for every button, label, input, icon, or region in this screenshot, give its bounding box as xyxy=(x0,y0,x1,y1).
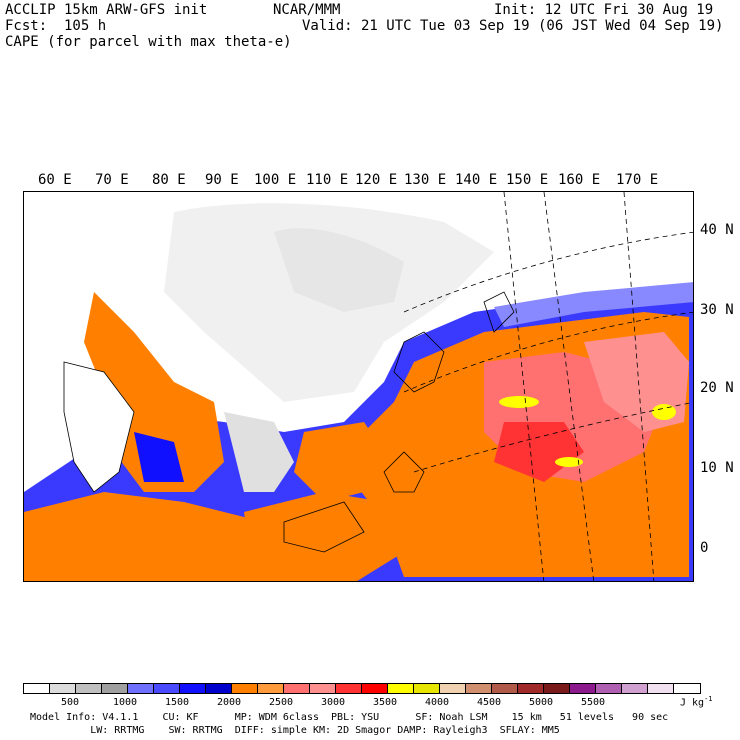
color-scale-label: 500 xyxy=(61,697,80,708)
color-scale-label: 5000 xyxy=(529,697,554,708)
meridian-line xyxy=(623,192,655,581)
model-info-line-2: LW: RRTMG SW: RRTMG DIFF: simple KM: 2D … xyxy=(30,725,560,736)
color-swatch xyxy=(128,684,154,693)
region-orange-indian-ocean xyxy=(24,492,284,581)
longitude-label: 170 E xyxy=(616,172,659,188)
coastline-philippines xyxy=(383,451,425,493)
model-title: ACCLIP 15km ARW-GFS init xyxy=(5,2,208,18)
color-swatch xyxy=(24,684,50,693)
color-swatch xyxy=(466,684,492,693)
forecast-hour: Fcst: 105 h xyxy=(5,18,107,34)
longitude-label: 140 E xyxy=(455,172,498,188)
color-swatch xyxy=(492,684,518,693)
longitude-label: 70 E xyxy=(95,172,129,188)
color-swatch xyxy=(648,684,674,693)
color-swatch xyxy=(50,684,76,693)
color-swatch xyxy=(284,684,310,693)
region-yellow-max-2 xyxy=(652,404,676,420)
longitude-label: 120 E xyxy=(355,172,398,188)
color-swatch xyxy=(674,684,700,693)
model-info-line-1: Model Info: V4.1.1 CU: KF MP: WDM 6class… xyxy=(30,712,669,723)
longitude-label: 90 E xyxy=(205,172,239,188)
region-blue-bay xyxy=(134,432,184,482)
organization-label: NCAR/MMM xyxy=(273,2,341,18)
color-swatch xyxy=(180,684,206,693)
latitude-label: 0 xyxy=(700,540,709,556)
color-scale-bar xyxy=(23,683,701,694)
color-swatch xyxy=(596,684,622,693)
region-yellow-max-3 xyxy=(555,457,583,467)
cape-map xyxy=(23,191,694,582)
field-name: CAPE (for parcel with max theta-e) xyxy=(5,34,292,50)
color-scale-label: 4000 xyxy=(425,697,450,708)
color-swatch xyxy=(440,684,466,693)
longitude-label: 150 E xyxy=(506,172,549,188)
coastline-china xyxy=(393,331,445,393)
color-scale-label: 4500 xyxy=(477,697,502,708)
region-orange-scs xyxy=(294,422,384,502)
region-grey-patch xyxy=(274,228,404,312)
region-orange-maritime xyxy=(244,492,404,581)
color-swatch xyxy=(622,684,648,693)
color-swatch xyxy=(232,684,258,693)
latitude-label: 20 N xyxy=(700,380,734,396)
longitude-label: 130 E xyxy=(404,172,447,188)
coastline-japan xyxy=(483,291,515,333)
color-scale-label: 1500 xyxy=(165,697,190,708)
color-scale-label: 3000 xyxy=(321,697,346,708)
region-red-core-3 xyxy=(494,422,584,482)
coastline-india xyxy=(63,361,135,493)
units-label: J kg-1 xyxy=(680,695,713,709)
graticule xyxy=(403,192,693,581)
color-swatch xyxy=(362,684,388,693)
meridian-line xyxy=(503,192,545,581)
color-swatch xyxy=(310,684,336,693)
longitude-label: 80 E xyxy=(152,172,186,188)
color-swatch xyxy=(102,684,128,693)
color-swatch xyxy=(388,684,414,693)
color-scale-label: 2500 xyxy=(269,697,294,708)
meridian-line xyxy=(543,192,595,581)
parallel-line xyxy=(403,231,693,313)
color-swatch xyxy=(206,684,232,693)
color-swatch xyxy=(154,684,180,693)
valid-time: Valid: 21 UTC Tue 03 Sep 19 (06 JST Wed … xyxy=(302,18,724,34)
color-swatch xyxy=(518,684,544,693)
color-swatch xyxy=(336,684,362,693)
region-lightblue-margin xyxy=(494,282,693,327)
latitude-label: 30 N xyxy=(700,302,734,318)
region-se-asia-land xyxy=(224,412,294,492)
longitude-label: 160 E xyxy=(558,172,601,188)
color-swatch xyxy=(76,684,102,693)
latitude-label: 40 N xyxy=(700,222,734,238)
color-swatch xyxy=(258,684,284,693)
color-scale-label: 5500 xyxy=(581,697,606,708)
color-scale-label: 2000 xyxy=(217,697,242,708)
init-time: Init: 12 UTC Fri 30 Aug 19 xyxy=(494,2,714,18)
color-swatch xyxy=(570,684,596,693)
longitude-label: 100 E xyxy=(254,172,297,188)
longitude-label: 110 E xyxy=(306,172,349,188)
color-swatch xyxy=(414,684,440,693)
latitude-label: 10 N xyxy=(700,460,734,476)
parallel-line xyxy=(403,311,693,393)
coastline-borneo xyxy=(283,501,365,553)
color-scale-label: 3500 xyxy=(373,697,398,708)
coastlines xyxy=(63,291,515,553)
color-swatch xyxy=(544,684,570,693)
region-yellow-max-1 xyxy=(499,396,539,408)
region-india-land xyxy=(64,362,134,492)
longitude-label: 60 E xyxy=(38,172,72,188)
map-canvas xyxy=(24,192,693,581)
color-scale-label: 1000 xyxy=(113,697,138,708)
